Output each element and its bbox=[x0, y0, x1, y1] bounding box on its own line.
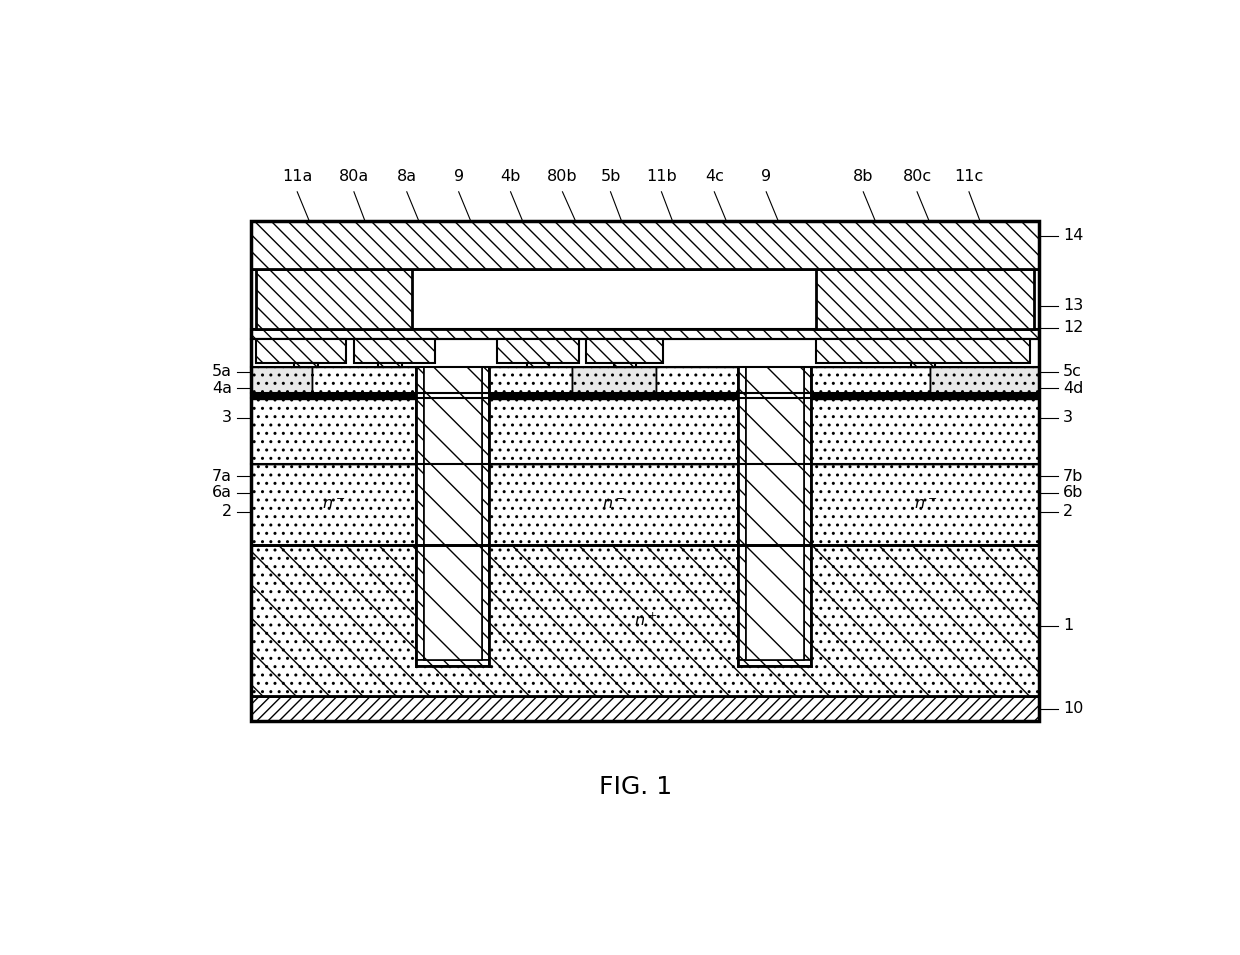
Text: 11c: 11c bbox=[955, 169, 983, 184]
Bar bbox=[255, 339, 346, 363]
Text: 4a: 4a bbox=[212, 381, 232, 395]
Text: $p$: $p$ bbox=[608, 423, 620, 438]
Text: 9: 9 bbox=[761, 169, 771, 184]
Text: $n^+$: $n^+$ bbox=[520, 371, 542, 389]
Bar bbox=[250, 367, 312, 393]
Bar bbox=[816, 339, 1029, 363]
Bar bbox=[250, 464, 1039, 544]
Text: 2: 2 bbox=[1063, 504, 1074, 520]
Text: 14: 14 bbox=[1063, 228, 1084, 244]
Text: $n^-$: $n^-$ bbox=[322, 497, 345, 512]
Text: 2: 2 bbox=[222, 504, 232, 520]
Text: 7a: 7a bbox=[212, 469, 232, 484]
Text: 10: 10 bbox=[1063, 701, 1084, 716]
Bar bbox=[527, 363, 548, 367]
Text: $n^+$: $n^+$ bbox=[634, 611, 657, 628]
Bar bbox=[738, 660, 811, 667]
Bar bbox=[490, 367, 572, 393]
Bar bbox=[250, 544, 1039, 695]
Bar bbox=[656, 367, 738, 393]
Text: 4c: 4c bbox=[704, 169, 724, 184]
Bar bbox=[250, 397, 417, 464]
Bar bbox=[294, 363, 317, 367]
Bar bbox=[250, 222, 1039, 269]
Text: $p^+$: $p^+$ bbox=[973, 370, 996, 391]
Bar bbox=[250, 695, 1039, 721]
Text: 6a: 6a bbox=[212, 485, 232, 500]
Text: 12: 12 bbox=[1063, 320, 1084, 335]
Bar bbox=[738, 367, 811, 667]
Bar bbox=[572, 367, 656, 393]
Bar bbox=[497, 339, 579, 363]
Text: FIG. 1: FIG. 1 bbox=[599, 775, 672, 799]
Bar bbox=[312, 367, 417, 393]
Bar bbox=[378, 363, 402, 367]
Text: 4b: 4b bbox=[501, 169, 521, 184]
Bar bbox=[250, 544, 1039, 695]
Bar bbox=[250, 222, 1039, 721]
Bar bbox=[911, 363, 935, 367]
Text: $p^+$: $p^+$ bbox=[603, 370, 625, 391]
Bar bbox=[930, 367, 1039, 393]
Text: 11a: 11a bbox=[281, 169, 312, 184]
Bar bbox=[250, 393, 1039, 399]
Bar bbox=[746, 367, 804, 660]
Text: 80a: 80a bbox=[339, 169, 370, 184]
Text: 80b: 80b bbox=[547, 169, 578, 184]
Text: 5a: 5a bbox=[212, 365, 232, 379]
Text: 9: 9 bbox=[454, 169, 464, 184]
Bar bbox=[811, 367, 930, 393]
Text: $n^+$: $n^+$ bbox=[859, 371, 882, 389]
Bar bbox=[816, 269, 1034, 329]
Text: 5b: 5b bbox=[600, 169, 621, 184]
Text: 3: 3 bbox=[1063, 410, 1073, 425]
Text: 80c: 80c bbox=[903, 169, 931, 184]
Bar bbox=[250, 329, 1039, 339]
Text: 11b: 11b bbox=[646, 169, 677, 184]
Bar bbox=[811, 397, 1039, 464]
Bar bbox=[490, 397, 738, 464]
Bar bbox=[353, 339, 435, 363]
Bar bbox=[738, 367, 746, 660]
Text: $n^-$: $n^-$ bbox=[603, 497, 625, 512]
Text: 6b: 6b bbox=[1063, 485, 1084, 500]
Bar bbox=[804, 367, 811, 660]
Text: 13: 13 bbox=[1063, 298, 1084, 313]
Text: 4d: 4d bbox=[1063, 381, 1084, 395]
Bar bbox=[417, 660, 490, 667]
Text: 8a: 8a bbox=[397, 169, 417, 184]
Text: 5c: 5c bbox=[1063, 365, 1083, 379]
Bar bbox=[424, 367, 481, 660]
Bar bbox=[614, 363, 635, 367]
Text: $p$: $p$ bbox=[329, 423, 340, 438]
Text: $p$: $p$ bbox=[920, 423, 931, 438]
Text: 3: 3 bbox=[222, 410, 232, 425]
Text: 1: 1 bbox=[1063, 618, 1074, 633]
Bar bbox=[481, 367, 490, 660]
Text: 8b: 8b bbox=[853, 169, 873, 184]
Bar bbox=[255, 269, 412, 329]
Bar bbox=[417, 367, 490, 667]
Text: $p^+$: $p^+$ bbox=[270, 370, 293, 391]
Bar bbox=[587, 339, 663, 363]
Text: $n^-$: $n^-$ bbox=[914, 497, 937, 512]
Text: 7b: 7b bbox=[1063, 469, 1084, 484]
Text: $n^+$: $n^+$ bbox=[353, 371, 374, 389]
Bar bbox=[417, 367, 424, 660]
Text: $n^+$: $n^+$ bbox=[687, 371, 708, 389]
